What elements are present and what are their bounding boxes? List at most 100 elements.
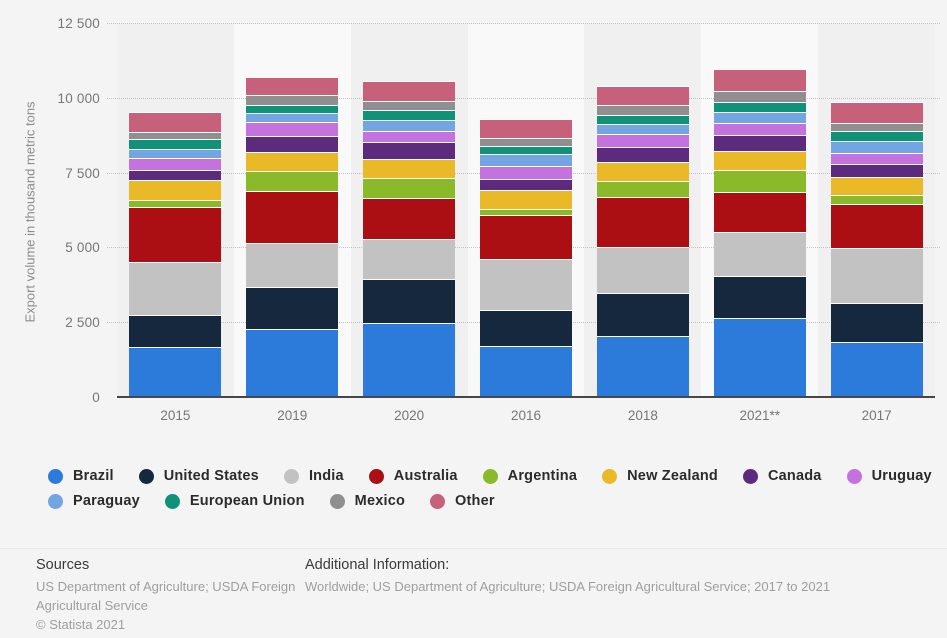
bar-segment-brazil-2016[interactable]: [480, 345, 572, 398]
legend-item-argentina[interactable]: Argentina: [482, 468, 577, 484]
bar-segment-india-2015[interactable]: [129, 261, 222, 315]
bar-segment-argentina-2016[interactable]: [480, 208, 572, 215]
bar-segment-paraguay-2015[interactable]: [129, 148, 222, 158]
bar-segment-canada-2021-[interactable]: [713, 135, 806, 152]
bar-segment-united-states-2018[interactable]: [596, 293, 689, 336]
bar-segment-brazil-2017[interactable]: [830, 341, 923, 398]
bar-segment-other-2020[interactable]: [363, 81, 456, 102]
bar-segment-paraguay-2018[interactable]: [596, 124, 689, 135]
bar-segment-australia-2016[interactable]: [480, 214, 572, 259]
bar-segment-brazil-2020[interactable]: [363, 323, 456, 398]
bar-segment-uruguay-2018[interactable]: [596, 134, 689, 148]
legend-item-uruguay[interactable]: Uruguay: [846, 468, 932, 484]
bar-segment-brazil-2021-[interactable]: [713, 317, 806, 398]
legend-item-india[interactable]: India: [283, 468, 344, 484]
bar-segment-paraguay-2017[interactable]: [830, 141, 923, 153]
bar-segment-united-states-2016[interactable]: [480, 310, 572, 346]
bar-segment-new-zealand-2015[interactable]: [129, 180, 222, 201]
bar-segment-other-2021-[interactable]: [713, 69, 806, 92]
bar-segment-uruguay-2019[interactable]: [246, 122, 339, 136]
bar-segment-paraguay-2016[interactable]: [480, 154, 572, 166]
bar-segment-argentina-2019[interactable]: [246, 170, 339, 192]
legend-item-mexico[interactable]: Mexico: [329, 493, 405, 509]
bar-segment-european-union-2020[interactable]: [363, 110, 456, 120]
x-tick-label-2016: 2016: [510, 408, 542, 423]
bar-segment-new-zealand-2017[interactable]: [830, 177, 923, 196]
bar-segment-argentina-2021-[interactable]: [713, 170, 806, 192]
bar-segment-european-union-2018[interactable]: [596, 115, 689, 125]
bar-segment-united-states-2015[interactable]: [129, 314, 222, 348]
bar-segment-united-states-2020[interactable]: [363, 278, 456, 324]
x-axis-line: [117, 396, 935, 398]
bar-segment-canada-2015[interactable]: [129, 169, 222, 181]
bar-segment-australia-2018[interactable]: [596, 197, 689, 247]
legend-item-canada[interactable]: Canada: [742, 468, 822, 484]
bar-segment-argentina-2020[interactable]: [363, 177, 456, 198]
bar-segment-canada-2018[interactable]: [596, 147, 689, 163]
bar-segment-australia-2020[interactable]: [363, 197, 456, 240]
bar-segment-india-2017[interactable]: [830, 247, 923, 304]
bar-segment-mexico-2020[interactable]: [363, 101, 456, 111]
bar-segment-australia-2017[interactable]: [830, 204, 923, 248]
bar-segment-india-2020[interactable]: [363, 239, 456, 279]
bar-segment-india-2018[interactable]: [596, 246, 689, 294]
bar-segment-new-zealand-2018[interactable]: [596, 162, 689, 182]
bar-segment-uruguay-2016[interactable]: [480, 165, 572, 179]
bar-segment-other-2017[interactable]: [830, 102, 923, 123]
x-tick-label-2017: 2017: [861, 408, 892, 423]
bar-segment-canada-2017[interactable]: [830, 164, 923, 178]
bar-segment-brazil-2018[interactable]: [596, 335, 689, 398]
legend-item-united-states[interactable]: United States: [138, 468, 259, 484]
bar-segment-australia-2021-[interactable]: [713, 191, 806, 232]
legend-item-brazil[interactable]: Brazil: [48, 468, 114, 484]
bar-segment-uruguay-2020[interactable]: [363, 130, 456, 142]
bar-segment-mexico-2018[interactable]: [596, 105, 689, 116]
bar-segment-brazil-2015[interactable]: [129, 347, 222, 398]
bar-segment-australia-2015[interactable]: [129, 206, 222, 262]
bar-segment-paraguay-2020[interactable]: [363, 119, 456, 131]
legend-item-paraguay[interactable]: Paraguay: [48, 493, 140, 509]
bar-segment-mexico-2017[interactable]: [830, 122, 923, 132]
bar-segment-new-zealand-2021-[interactable]: [713, 151, 806, 171]
bar-segment-india-2021-[interactable]: [713, 231, 806, 277]
y-tick-label: 2 500: [65, 315, 100, 331]
bar-segment-brazil-2019[interactable]: [246, 328, 339, 398]
bar-segment-new-zealand-2020[interactable]: [363, 159, 456, 178]
bar-segment-united-states-2017[interactable]: [830, 303, 923, 342]
bar-segment-european-union-2015[interactable]: [129, 139, 222, 149]
bar-segment-uruguay-2021-[interactable]: [713, 123, 806, 136]
bar-segment-mexico-2021-[interactable]: [713, 91, 806, 103]
bar-segment-mexico-2016[interactable]: [480, 138, 572, 146]
bar-segment-mexico-2019[interactable]: [246, 94, 339, 105]
bar-segment-australia-2019[interactable]: [246, 191, 339, 244]
bar-segment-european-union-2017[interactable]: [830, 131, 923, 142]
bar-segment-india-2019[interactable]: [246, 243, 339, 288]
bar-segment-new-zealand-2016[interactable]: [480, 190, 572, 209]
bar-segment-other-2015[interactable]: [129, 112, 222, 133]
bar-segment-argentina-2017[interactable]: [830, 195, 923, 205]
bar-segment-united-states-2021-[interactable]: [713, 276, 806, 318]
legend-item-other[interactable]: Other: [430, 493, 495, 509]
bar-segment-european-union-2016[interactable]: [480, 145, 572, 155]
bar-segment-other-2019[interactable]: [246, 76, 339, 95]
bar-segment-new-zealand-2019[interactable]: [246, 152, 339, 171]
legend-item-australia[interactable]: Australia: [368, 468, 458, 484]
bar-segment-canada-2016[interactable]: [480, 178, 572, 191]
legend-item-european-union[interactable]: European Union: [164, 493, 305, 509]
bar-segment-argentina-2018[interactable]: [596, 181, 689, 198]
bar-segment-argentina-2015[interactable]: [129, 200, 222, 207]
bar-segment-european-union-2019[interactable]: [246, 104, 339, 114]
bar-segment-other-2018[interactable]: [596, 85, 689, 106]
bar-segment-united-states-2019[interactable]: [246, 287, 339, 329]
bar-segment-uruguay-2015[interactable]: [129, 157, 222, 170]
bar-segment-canada-2019[interactable]: [246, 135, 339, 153]
bar-segment-other-2016[interactable]: [480, 119, 572, 139]
bar-segment-paraguay-2021-[interactable]: [713, 112, 806, 124]
bar-segment-india-2016[interactable]: [480, 258, 572, 311]
bar-segment-uruguay-2017[interactable]: [830, 152, 923, 165]
bar-segment-canada-2020[interactable]: [363, 141, 456, 160]
bar-segment-mexico-2015[interactable]: [129, 132, 222, 140]
bar-segment-european-union-2021-[interactable]: [713, 102, 806, 113]
bar-segment-paraguay-2019[interactable]: [246, 113, 339, 123]
legend-item-new-zealand[interactable]: New Zealand: [602, 468, 718, 484]
